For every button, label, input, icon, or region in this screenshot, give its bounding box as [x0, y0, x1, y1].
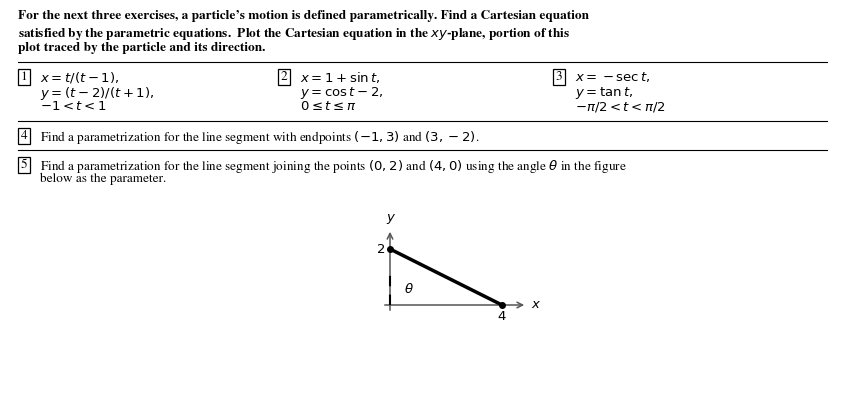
Text: $x = -\sec t,$: $x = -\sec t,$	[574, 70, 650, 84]
Text: below as the parameter.: below as the parameter.	[40, 173, 166, 185]
Text: $x = t/(t-1),$: $x = t/(t-1),$	[40, 70, 119, 85]
Text: $x = 1 + \sin t,$: $x = 1 + \sin t,$	[300, 70, 380, 85]
Text: $y = \cos t - 2,$: $y = \cos t - 2,$	[300, 85, 383, 101]
Text: $4$: $4$	[496, 310, 506, 323]
Text: $-\pi/2 < t < \pi/2$: $-\pi/2 < t < \pi/2$	[574, 100, 664, 114]
Text: satisfied by the parametric equations.  Plot the Cartesian equation in the $xy$-: satisfied by the parametric equations. P…	[18, 26, 570, 42]
Text: 4: 4	[20, 130, 27, 142]
Text: $\theta$: $\theta$	[403, 282, 414, 296]
Text: Find a parametrization for the line segment joining the points $(0,2)$ and $(4,0: Find a parametrization for the line segm…	[40, 158, 626, 175]
Text: $y$: $y$	[386, 212, 396, 226]
Text: 2: 2	[280, 71, 287, 83]
Text: 3: 3	[555, 71, 561, 83]
Text: $-1 < t < 1$: $-1 < t < 1$	[40, 100, 106, 113]
Text: plot traced by the particle and its direction.: plot traced by the particle and its dire…	[18, 42, 265, 54]
Text: $2$: $2$	[376, 243, 385, 256]
Text: For the next three exercises, a particle’s motion is defined parametrically. Fin: For the next three exercises, a particle…	[18, 10, 588, 22]
Text: $y = (t-2)/(t+1),$: $y = (t-2)/(t+1),$	[40, 85, 154, 102]
Text: 1: 1	[20, 71, 27, 83]
Text: $x$: $x$	[530, 299, 541, 311]
Text: $y = \tan t,$: $y = \tan t,$	[574, 85, 633, 101]
Text: Find a parametrization for the line segment with endpoints $(-1,3)$ and $(3,-2)$: Find a parametrization for the line segm…	[40, 129, 479, 146]
Text: 5: 5	[20, 159, 27, 171]
Text: $0 \leq t \leq \pi$: $0 \leq t \leq \pi$	[300, 100, 356, 113]
